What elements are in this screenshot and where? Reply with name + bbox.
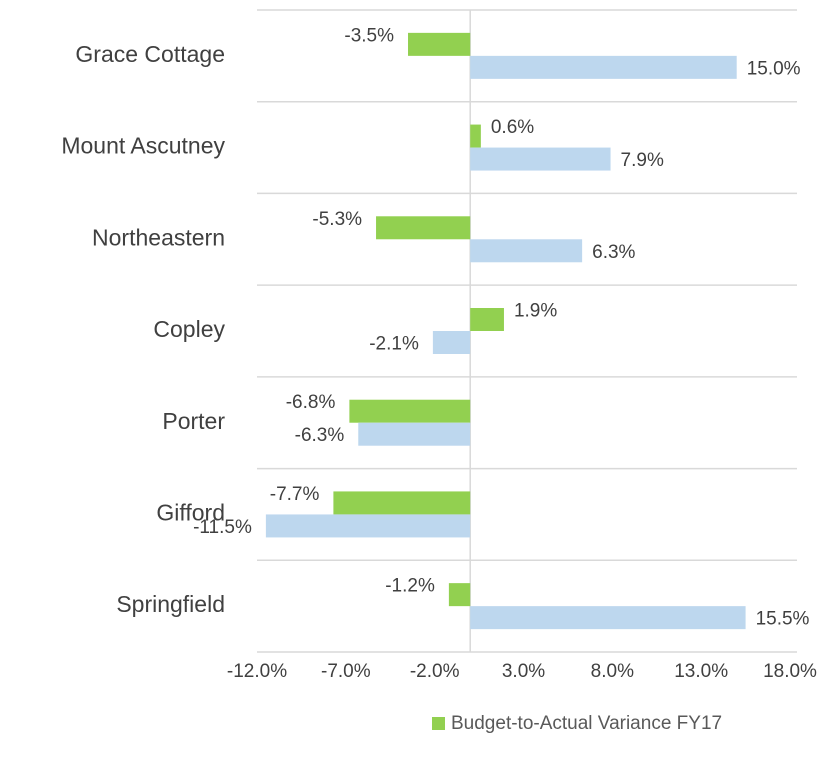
bar [432, 331, 471, 354]
category-label: Gifford [156, 500, 225, 526]
bar [470, 124, 481, 148]
legend-label: Budget-to-Actual Variance FY17 [451, 713, 722, 734]
category-label: Springfield [116, 591, 225, 617]
value-label: -11.5% [193, 517, 252, 538]
value-label: -7.7% [270, 484, 320, 505]
bar [376, 216, 471, 240]
bar [448, 583, 471, 607]
category-label: Northeastern [92, 224, 225, 250]
value-label: 7.9% [621, 150, 664, 171]
value-label: 15.5% [756, 609, 810, 630]
value-label: -3.5% [344, 25, 394, 46]
bar [470, 308, 504, 331]
value-label: -6.3% [295, 425, 345, 446]
bar [358, 422, 471, 446]
x-tick-label: 8.0% [591, 661, 634, 682]
x-tick-label: 3.0% [502, 661, 545, 682]
value-label: -2.1% [369, 334, 419, 355]
category-label: Porter [162, 408, 225, 434]
x-tick-label: -2.0% [410, 661, 460, 682]
bar [408, 32, 471, 56]
legend-swatch [432, 717, 445, 730]
bar [333, 491, 471, 515]
category-label: Mount Ascutney [61, 133, 225, 159]
bar [349, 399, 471, 423]
bar [470, 55, 737, 79]
bar [470, 606, 746, 630]
bar [470, 239, 583, 263]
value-label: 1.9% [514, 301, 557, 322]
bar [470, 147, 611, 171]
x-tick-label: 13.0% [674, 661, 728, 682]
x-tick-label: -12.0% [227, 661, 287, 682]
value-label: 15.0% [747, 58, 801, 79]
category-label: Copley [153, 316, 225, 342]
category-label: Grace Cottage [75, 41, 225, 67]
value-label: 6.3% [592, 242, 635, 263]
value-label: -5.3% [312, 209, 362, 230]
x-tick-label: -7.0% [321, 661, 371, 682]
value-label: 0.6% [491, 117, 534, 138]
value-label: -6.8% [286, 392, 336, 413]
bar [265, 514, 471, 538]
x-tick-label: 18.0% [763, 661, 817, 682]
value-label: -1.2% [385, 576, 435, 597]
